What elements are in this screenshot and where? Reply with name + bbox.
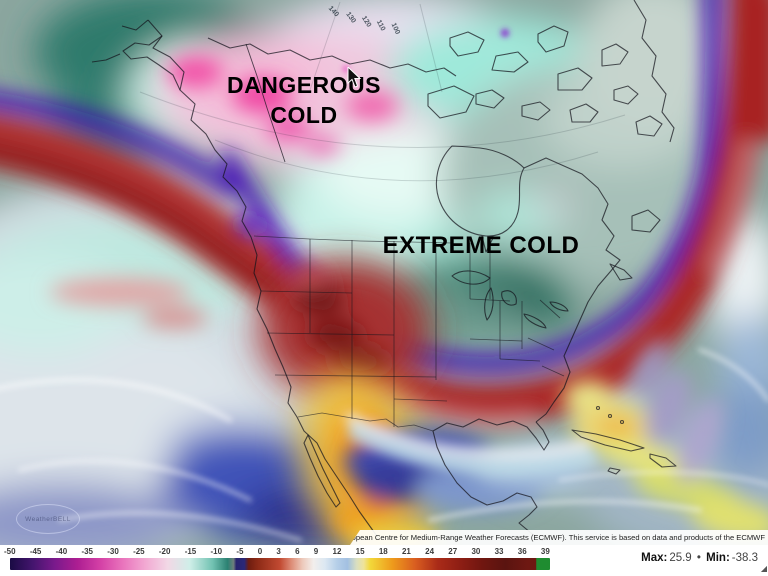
tick-label: 0 (257, 547, 263, 556)
min-value: -38.3 (731, 552, 758, 564)
colorbar-panel: -50 -45 -40 -35 -30 -25 -20 -15 -10 -5 0 3 6 9 12 15 18 2… (0, 545, 768, 576)
dangerous-cold-label: DANGEROUS COLD (204, 70, 404, 130)
tick-label: 3 (276, 547, 281, 556)
tick-label: 6 (295, 547, 300, 556)
tick-label: 24 (425, 547, 435, 556)
graticule-label: 120 (360, 15, 373, 29)
dangerous-cold-line1: DANGEROUS (226, 72, 381, 98)
tick-label: 30 (471, 547, 481, 556)
graticule-label: 110 (374, 19, 387, 33)
colorbar-ticks: -50 -45 -40 -35 -30 -25 -20 -15 -10 -5 0 3 6 9 12 15 18 2… (4, 547, 550, 556)
graticule-label: 130 (344, 11, 357, 25)
extreme-cold-label: EXTREME COLD (382, 232, 580, 259)
tick-label: -20 (158, 547, 171, 556)
graticule-labels: 140 130 120 110 100 (0, 0, 768, 60)
coastlines-borders-layer (91, 0, 677, 542)
graticule-label: 140 (326, 5, 340, 19)
tick-label: 12 (332, 547, 342, 556)
graticule-label: 100 (389, 22, 401, 36)
max-value: 25.9 (669, 552, 692, 564)
graticule-lines (139, 1, 626, 182)
tick-label: 9 (313, 547, 319, 556)
tick-label: -5 (236, 547, 244, 556)
attribution-text: © 2025 European Centre for Medium-Range … (313, 533, 765, 542)
tick-label: -45 (29, 547, 42, 556)
attribution-banner: © 2025 European Centre for Medium-Range … (350, 530, 768, 545)
max-label: Max: (641, 552, 668, 564)
watermark-text: WeatherBELL (25, 515, 71, 523)
warm-airmass-layer (297, 340, 768, 545)
resize-corner-icon[interactable]: ◢ (760, 564, 767, 573)
minmax-readout: Max: 25.9 • Min: -38.3 (639, 552, 758, 564)
tick-label: -50 (4, 547, 16, 556)
frontal-bands-layer (0, 0, 768, 429)
tick-label: -10 (210, 547, 223, 556)
dangerous-cold-pockets (167, 56, 398, 155)
weatherbell-watermark: WeatherBELL (16, 504, 80, 534)
tick-label: -25 (133, 547, 145, 556)
tick-label: 33 (494, 547, 504, 556)
flow-streaks (0, 348, 768, 542)
tick-label: 39 (540, 547, 550, 556)
tick-label: -15 (184, 547, 197, 556)
temperature-field-map (0, 0, 768, 545)
tick-label: -40 (55, 547, 68, 556)
dangerous-cold-line2: COLD (270, 102, 338, 128)
separator-dot: • (696, 552, 701, 564)
mouse-cursor-icon (347, 67, 362, 88)
tick-label: -35 (81, 547, 93, 556)
tick-label: -30 (107, 547, 119, 556)
tick-label: 21 (401, 547, 411, 556)
tick-label: 27 (448, 547, 458, 556)
tick-label: 36 (517, 547, 527, 556)
tick-label: 18 (378, 547, 388, 556)
map-viewport[interactable]: 140 130 120 110 100 DANGEROUS COLD EXTREME C… (0, 0, 768, 545)
colorbar-gradient (10, 558, 550, 570)
min-label: Min: (706, 552, 730, 564)
tick-label: 15 (355, 547, 365, 556)
